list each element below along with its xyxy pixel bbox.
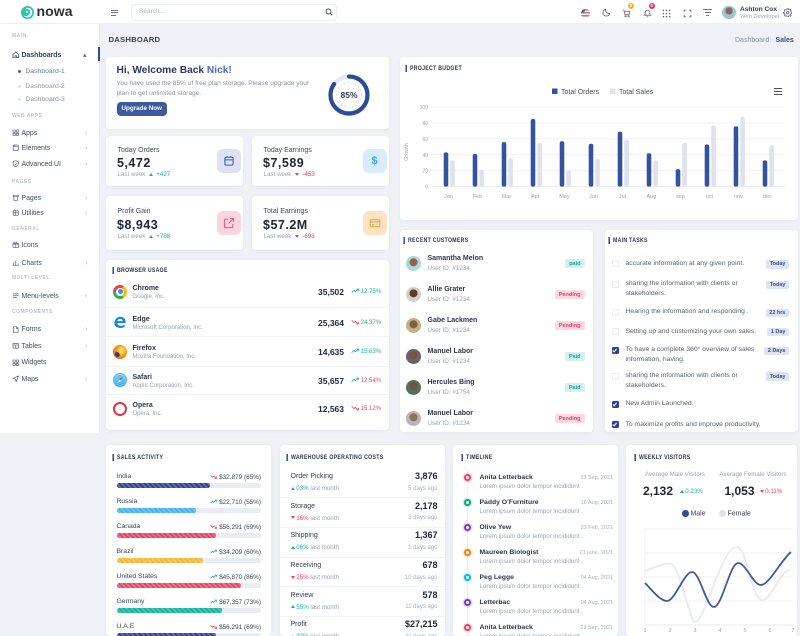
svg-text:2: 2 — [668, 628, 671, 634]
svg-text:40: 40 — [422, 153, 428, 159]
svg-text:sep: sep — [675, 194, 684, 200]
svg-text:4: 4 — [718, 628, 721, 634]
svg-text:nov: nov — [733, 194, 742, 200]
svg-text:1: 1 — [643, 628, 646, 634]
svg-text:Jun: Jun — [588, 194, 597, 200]
svg-text:0: 0 — [425, 185, 428, 191]
svg-text:Jan: Jan — [443, 194, 452, 200]
svg-text:60: 60 — [422, 137, 428, 143]
svg-text:5: 5 — [743, 628, 746, 634]
svg-text:20: 20 — [422, 169, 428, 175]
svg-text:Apr: Apr — [531, 194, 540, 200]
svg-text:6: 6 — [768, 628, 771, 634]
svg-text:Mar: Mar — [501, 194, 511, 200]
svg-text:Growth: Growth — [404, 143, 410, 161]
svg-text:80: 80 — [422, 121, 428, 127]
svg-text:Aug: Aug — [646, 194, 656, 200]
svg-text:Feb: Feb — [472, 194, 481, 200]
svg-text:7: 7 — [791, 628, 794, 634]
svg-text:Total Orders: Total Orders — [561, 89, 600, 96]
svg-text:Total Sales: Total Sales — [619, 89, 654, 96]
svg-text:Jul: Jul — [618, 194, 625, 200]
svg-text:100: 100 — [419, 105, 428, 111]
svg-text:3: 3 — [693, 628, 696, 634]
svg-text:oct: oct — [705, 194, 713, 200]
svg-text:May: May — [559, 194, 570, 200]
svg-text:dec: dec — [762, 194, 771, 200]
svg-text:85%: 85% — [340, 90, 357, 100]
